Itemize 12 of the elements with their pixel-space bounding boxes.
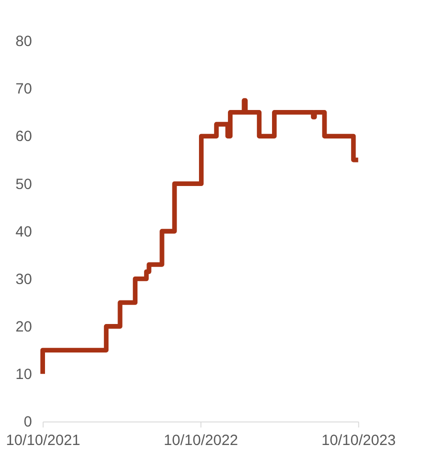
y-tick-label: 0 <box>24 414 32 431</box>
x-tick-label: 10/10/2021 <box>6 433 80 450</box>
x-tick-label: 10/10/2023 <box>322 433 396 450</box>
y-tick-label: 30 <box>16 272 32 288</box>
y-tick-label: 10 <box>16 367 32 384</box>
y-tick-label: 70 <box>16 82 32 98</box>
y-tick-label: 20 <box>16 319 32 336</box>
y-tick-label: 50 <box>16 176 32 193</box>
y-tick-label: 40 <box>16 224 32 240</box>
y-tick-label: 60 <box>16 129 32 146</box>
y-tick-label: 80 <box>16 34 32 50</box>
x-tick-label: 10/10/2022 <box>164 433 238 450</box>
